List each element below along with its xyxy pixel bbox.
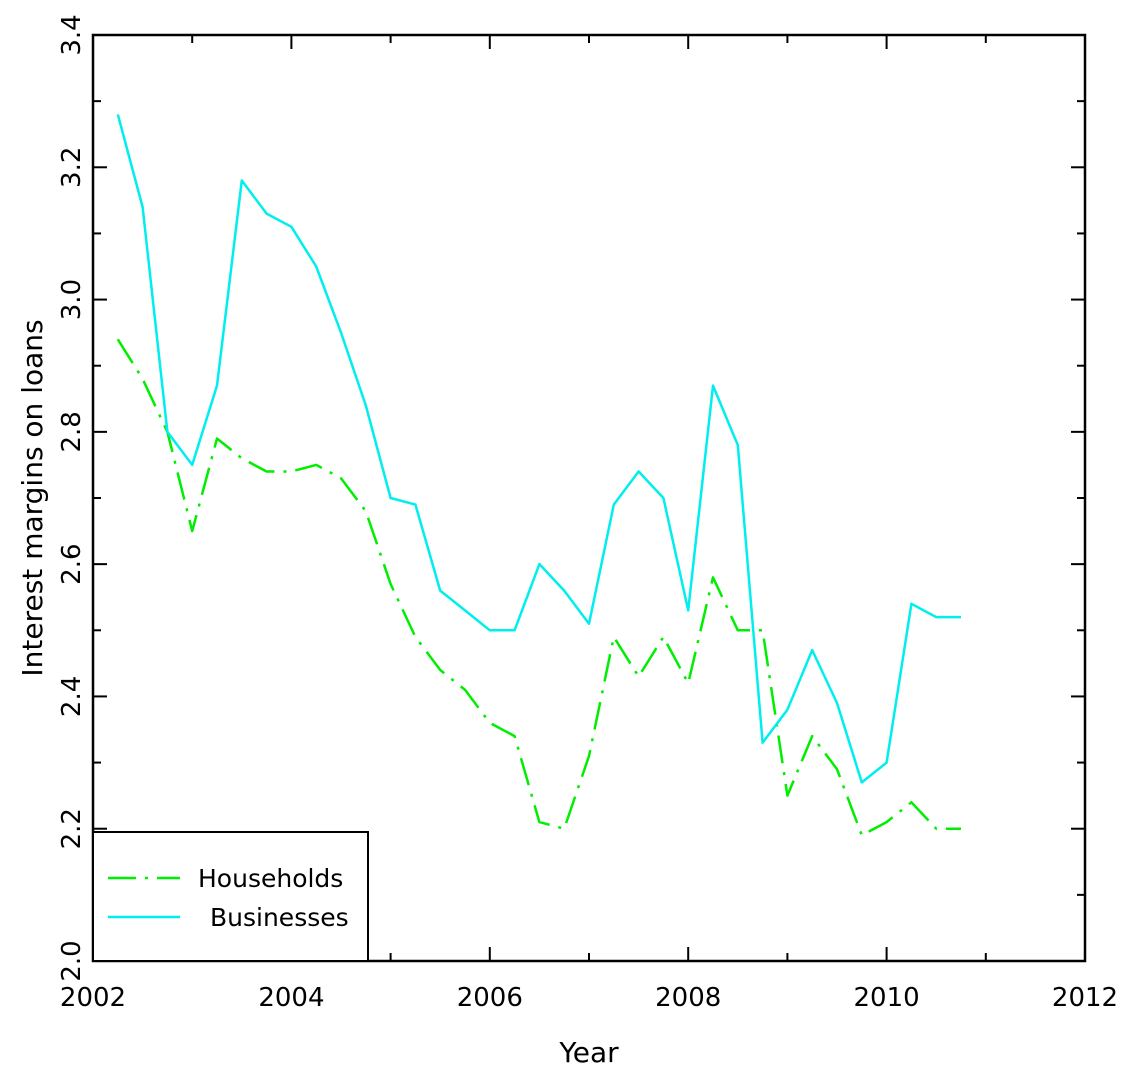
x-tick-label: 2008 — [655, 983, 721, 1013]
legend-label-households: Households — [198, 864, 343, 893]
series-line-businesses — [116, 114, 961, 784]
y-tick-label: 2.8 — [57, 411, 87, 452]
x-axis-label: Year — [558, 1036, 619, 1069]
plot-frame — [91, 33, 1087, 963]
y-tick-label: 3.0 — [57, 279, 87, 320]
series-layer — [116, 114, 961, 837]
x-tick-label: 2004 — [258, 983, 324, 1013]
y-tick-label: 3.4 — [57, 14, 87, 55]
legend: Households Businesses — [92, 831, 369, 962]
y-axis-label: Interest margins on loans — [16, 319, 49, 676]
x-tick-label: 2006 — [457, 983, 523, 1013]
x-tick-label: 2010 — [854, 983, 920, 1013]
y-tick-label: 2.0 — [57, 940, 87, 981]
legend-label-businesses: Businesses — [210, 903, 349, 932]
y-tick-label: 2.4 — [57, 676, 87, 717]
y-tick-label: 2.6 — [57, 543, 87, 584]
axis-ticks: 2.0 2.2 2.4 2.6 2.8 3.0 3.2 3.4 2002 2004 2006 2008… — [57, 14, 1118, 1013]
legend-box — [92, 831, 369, 962]
y-tick-label: 2.2 — [57, 808, 87, 849]
x-tick-label: 2012 — [1052, 983, 1118, 1013]
y-tick-label: 3.2 — [57, 147, 87, 188]
x-tick-label: 2002 — [60, 983, 126, 1013]
series-line-households — [116, 338, 961, 837]
